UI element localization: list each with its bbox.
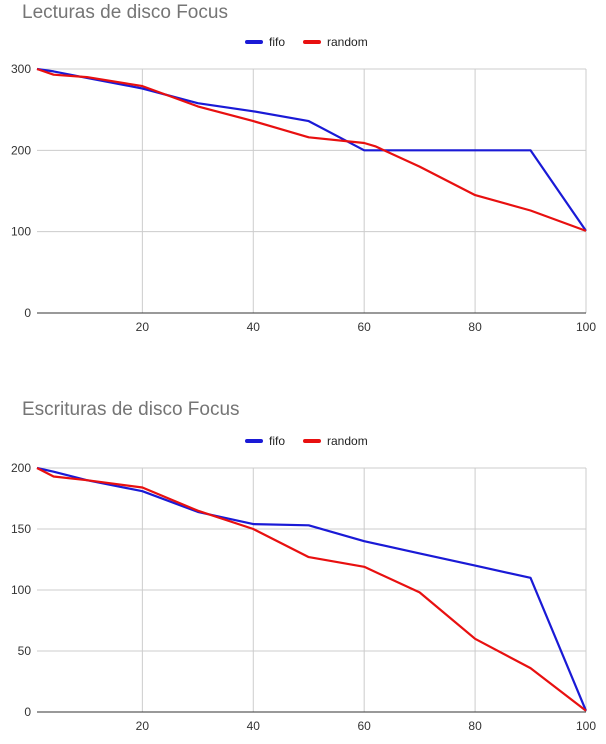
chart-plot-escrituras: 0 50 100 150 200 20 40 60 80 100 — [11, 461, 596, 733]
x-tick-label: 20 — [136, 320, 150, 334]
x-tick-label: 60 — [358, 320, 372, 334]
legend-item-random[interactable]: random — [303, 35, 368, 49]
legend-swatch-fifo — [245, 40, 263, 44]
series-line-random[interactable] — [36, 67, 587, 232]
y-tick-label: 200 — [11, 461, 31, 475]
legend-label: fifo — [269, 35, 286, 49]
y-tick-label: 0 — [24, 705, 31, 719]
chart-lecturas: Lecturas de disco Focus fifo random 0 100… — [0, 0, 606, 345]
chart-title: Lecturas de disco Focus — [22, 2, 228, 23]
legend-item-fifo[interactable]: fifo — [245, 434, 285, 448]
y-tick-label: 150 — [11, 522, 31, 536]
y-tick-label: 200 — [11, 143, 31, 157]
y-tick-label: 0 — [24, 306, 31, 320]
x-tick-label: 40 — [247, 320, 261, 334]
legend-item-random[interactable]: random — [303, 434, 368, 448]
series-line-random[interactable] — [36, 467, 587, 712]
y-tick-label: 300 — [11, 62, 31, 76]
chart-plot-lecturas: 0 100 200 300 20 40 60 80 100 — [11, 62, 596, 334]
legend-label: random — [327, 434, 368, 448]
legend-label: random — [327, 35, 368, 49]
x-tick-label: 100 — [576, 320, 596, 334]
legend-swatch-fifo — [245, 439, 263, 443]
chart-escrituras: Escrituras de disco Focus fifo random 0 5… — [0, 390, 606, 744]
x-tick-label: 40 — [247, 719, 261, 733]
y-tick-label: 100 — [11, 583, 31, 597]
y-tick-label: 50 — [18, 644, 32, 658]
chart-title: Escrituras de disco Focus — [22, 399, 240, 420]
legend-label: fifo — [269, 434, 286, 448]
legend-item-fifo[interactable]: fifo — [245, 35, 285, 49]
legend-swatch-random — [303, 439, 322, 443]
x-tick-label: 20 — [136, 719, 150, 733]
x-tick-label: 80 — [468, 719, 482, 733]
chart-legend: fifo random — [245, 434, 386, 448]
x-tick-label: 80 — [468, 320, 482, 334]
x-tick-label: 60 — [358, 719, 372, 733]
series-line-fifo[interactable] — [36, 466, 588, 712]
legend-swatch-random — [303, 40, 322, 44]
x-tick-label: 100 — [576, 719, 596, 733]
chart-legend: fifo random — [245, 35, 386, 49]
y-tick-label: 100 — [11, 225, 31, 239]
